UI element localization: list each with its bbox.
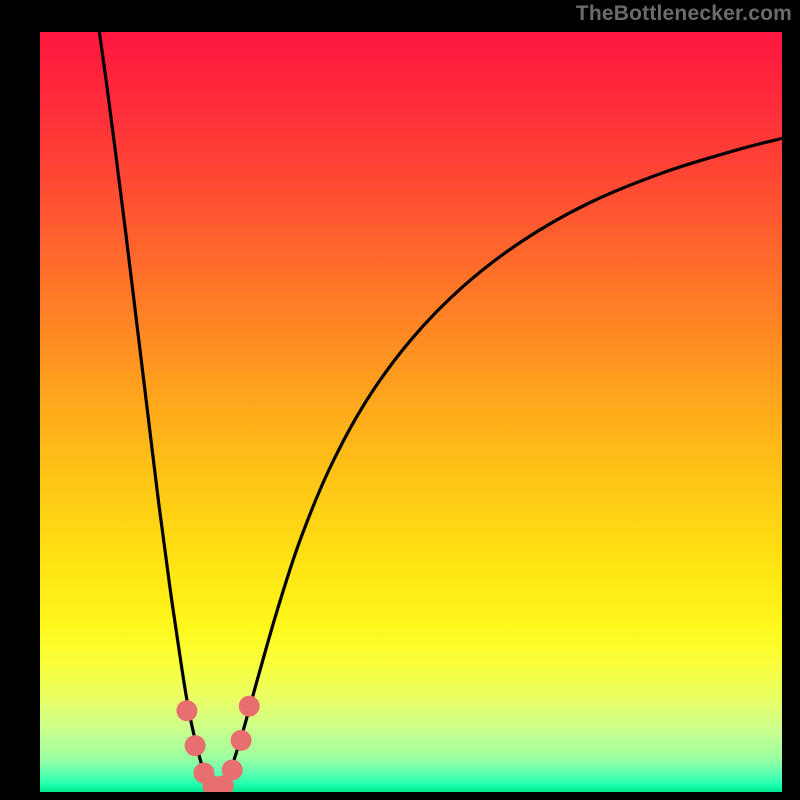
valley-marker (231, 730, 252, 751)
valley-marker (239, 696, 260, 717)
watermark-label: TheBottlenecker.com (576, 2, 792, 26)
chart-root: TheBottlenecker.com (0, 0, 800, 800)
valley-marker (222, 759, 243, 780)
valley-marker (185, 735, 206, 756)
plot-area (40, 32, 782, 792)
gradient-background (40, 32, 782, 792)
plot-svg (40, 32, 782, 792)
valley-marker (176, 700, 197, 721)
